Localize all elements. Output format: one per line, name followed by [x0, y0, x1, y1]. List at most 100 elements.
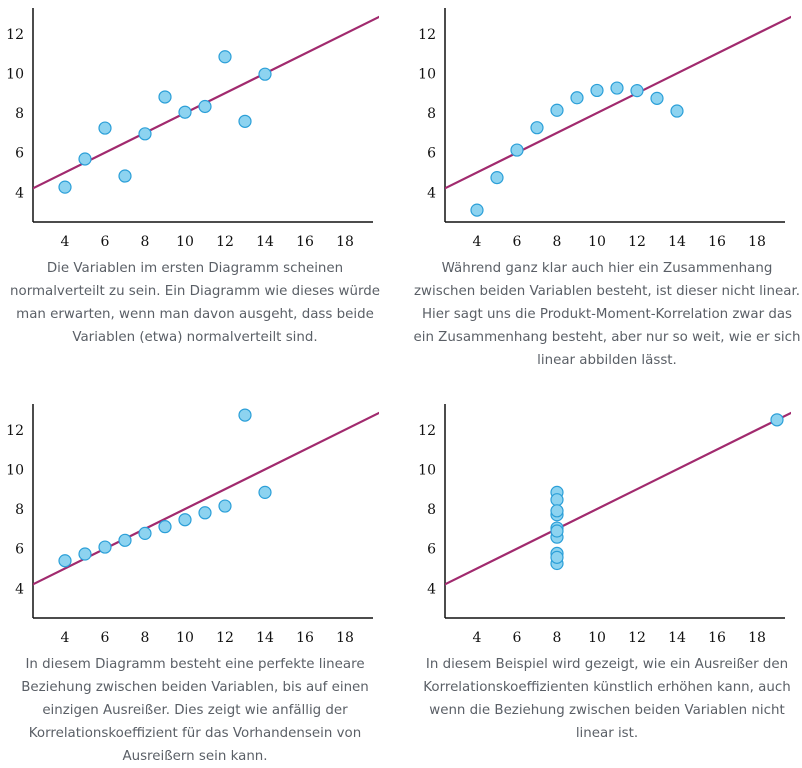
data-point: [258, 485, 272, 499]
scatter-chart-3: 4 6 8 10 12 14 16 18 4 6 8 10 12: [6, 404, 379, 646]
x-tick-label: 16: [708, 630, 726, 646]
x-tick-label: 16: [296, 630, 314, 646]
scatter-chart-4: 4 6 8 10 12 14 16 18 4 6 8 10 12: [418, 404, 791, 646]
chart-panel-1: 4 6 8 10 12 14 16 18 4 6 8 10 12: [0, 0, 390, 255]
chart-panel-3: 4 6 8 10 12 14 16 18 4 6 8 10 12: [0, 396, 390, 651]
x-tick-label: 12: [216, 234, 234, 250]
data-point: [770, 413, 784, 427]
chart-panel-4: 4 6 8 10 12 14 16 18 4 6 8 10 12: [412, 396, 802, 651]
x-tick-label: 4: [473, 630, 482, 646]
data-point: [550, 550, 564, 564]
y-tick-label: 8: [15, 106, 24, 122]
data-point: [530, 121, 544, 135]
chart-panel-2: 4 6 8 10 12 14 16 18 4 6 8 10 12: [412, 0, 802, 255]
data-point: [78, 547, 92, 561]
x-tick-label: 18: [748, 234, 766, 250]
x-tick-label: 16: [708, 234, 726, 250]
x-tick-label: 10: [588, 234, 606, 250]
caption-4: In diesem Beispiel wird gezeigt, wie ein…: [423, 657, 791, 741]
regression-line: [33, 411, 379, 586]
y-tick-label: 8: [427, 106, 436, 122]
y-tick-label: 6: [15, 542, 24, 558]
data-point: [138, 127, 152, 141]
x-tick-label: 14: [256, 630, 274, 646]
caption-2: Während ganz klar auch hier ein Zusammen…: [413, 261, 801, 368]
y-tick-label: 12: [418, 423, 436, 439]
data-point: [138, 526, 152, 540]
data-point: [550, 524, 564, 538]
x-tick-label: 4: [61, 234, 70, 250]
data-point: [238, 408, 252, 422]
data-point: [490, 171, 504, 185]
regression-line: [445, 15, 791, 190]
data-point: [570, 91, 584, 105]
x-tick-label: 10: [176, 234, 194, 250]
data-point: [58, 180, 72, 194]
data-point: [218, 499, 232, 513]
caption-3: In diesem Diagramm besteht eine perfekte…: [21, 657, 369, 764]
y-tick-label: 10: [6, 462, 24, 478]
x-tick-label: 8: [141, 630, 150, 646]
data-point: [670, 104, 684, 118]
x-tick-label: 8: [141, 234, 150, 250]
x-tick-label: 8: [553, 630, 562, 646]
y-tick-label: 8: [15, 502, 24, 518]
y-tick-label: 10: [6, 66, 24, 82]
x-tick-label: 10: [176, 630, 194, 646]
caption-1: Die Variablen im ersten Diagramm scheine…: [10, 261, 380, 345]
x-tick-label: 18: [336, 234, 354, 250]
y-tick-label: 6: [427, 542, 436, 558]
x-tick-label: 12: [628, 234, 646, 250]
data-point: [198, 99, 212, 114]
data-point: [178, 105, 192, 119]
x-tick-label: 12: [628, 630, 646, 646]
data-point: [158, 90, 172, 104]
y-tick-label: 6: [15, 146, 24, 162]
y-tick-label: 12: [418, 27, 436, 43]
x-tick-label: 4: [473, 234, 482, 250]
x-tick-label: 6: [513, 234, 522, 250]
y-tick-label: 12: [6, 27, 24, 43]
y-tick-label: 4: [427, 581, 436, 597]
data-point: [58, 554, 72, 568]
x-tick-label: 14: [668, 234, 686, 250]
data-point: [510, 143, 524, 157]
data-point: [118, 169, 132, 183]
x-tick-label: 10: [588, 630, 606, 646]
y-tick-label: 4: [427, 185, 436, 201]
x-tick-label: 14: [256, 234, 274, 250]
regression-line: [445, 411, 791, 586]
data-point: [218, 50, 232, 64]
data-point: [78, 152, 92, 166]
y-tick-label: 4: [15, 185, 24, 201]
x-tick-label: 4: [61, 630, 70, 646]
scatter-chart-2: 4 6 8 10 12 14 16 18 4 6 8 10 12: [418, 8, 791, 250]
y-tick-label: 8: [427, 502, 436, 518]
data-point: [590, 83, 604, 98]
data-point: [610, 81, 624, 95]
data-point: [98, 540, 112, 554]
x-tick-label: 14: [668, 630, 686, 646]
data-point: [238, 114, 252, 128]
data-point: [98, 121, 112, 135]
x-tick-label: 18: [748, 630, 766, 646]
data-point: [550, 493, 564, 507]
scatter-chart-1: 4 6 8 10 12 14 16 18 4 6 8 10 12: [6, 8, 379, 250]
y-tick-label: 10: [418, 462, 436, 478]
data-point: [470, 203, 484, 217]
data-point: [630, 84, 644, 98]
y-tick-label: 4: [15, 581, 24, 597]
data-point: [178, 513, 192, 527]
x-tick-label: 6: [101, 630, 110, 646]
data-point: [258, 67, 272, 81]
data-point: [550, 504, 564, 518]
data-point: [158, 520, 172, 534]
x-tick-label: 18: [336, 630, 354, 646]
x-tick-label: 8: [553, 234, 562, 250]
data-point: [198, 506, 212, 520]
x-tick-label: 12: [216, 630, 234, 646]
y-tick-label: 12: [6, 423, 24, 439]
data-point: [650, 91, 664, 105]
y-tick-label: 10: [418, 66, 436, 82]
x-tick-label: 16: [296, 234, 314, 250]
